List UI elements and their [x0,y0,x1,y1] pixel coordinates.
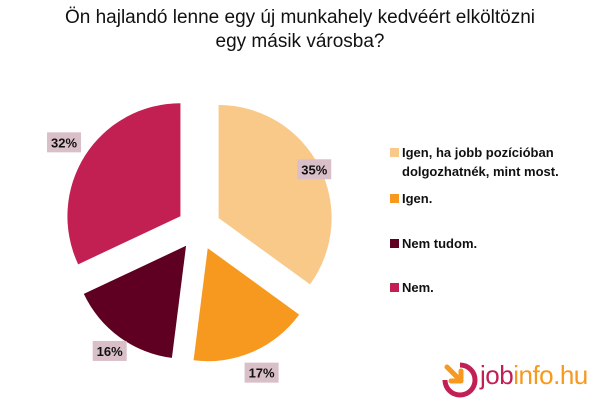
logo-text-job: job [480,360,514,390]
data-label-text: 17% [249,366,275,381]
legend-item-igen: Igen. [390,189,433,208]
jobinfo-logo: jobinfo.hu [442,358,600,398]
legend-label: Igen, ha jobb pozícióban [402,145,554,160]
pie-slice [218,105,332,285]
data-label-text: 32% [51,135,77,150]
data-label: 17% [244,362,279,383]
data-label-text: 16% [97,344,123,359]
legend-label: dolgozhatnék, mint most. [402,164,559,179]
legend-swatch [390,194,399,203]
data-label: 32% [47,132,82,153]
data-label-background [297,159,332,180]
legend-label: Nem. [402,280,434,295]
legend-item-nem-tudom: Nem tudom. [390,234,478,253]
legend-swatch [390,239,399,248]
data-label-text: 35% [301,162,327,177]
legend-label: Nem tudom. [402,236,478,251]
title-line-2: egy másik városba? [215,31,385,52]
legend-item-nem: Nem. [390,278,434,297]
data-label-background [92,340,127,361]
chart-title: Ön hajlandó lenne egy új munkahely kedvé… [0,6,600,54]
pie-slice [67,103,181,265]
legend-swatch [390,283,399,292]
pie-slice [83,245,187,358]
logo-arrow-icon [442,362,478,398]
data-label-background [47,132,82,153]
pie-slice [193,248,300,362]
data-label-background [244,362,279,383]
title-line-1: Ön hajlandó lenne egy új munkahely kedvé… [64,7,536,28]
logo-text-info: info.hu [513,360,588,390]
data-label: 16% [92,340,127,361]
data-label: 35% [297,159,332,180]
legend-item-igen-jobb: Igen, ha jobb pozícióban dolgozhatnék, m… [390,143,559,181]
legend-swatch [390,148,399,157]
legend-label: Igen. [402,191,433,206]
